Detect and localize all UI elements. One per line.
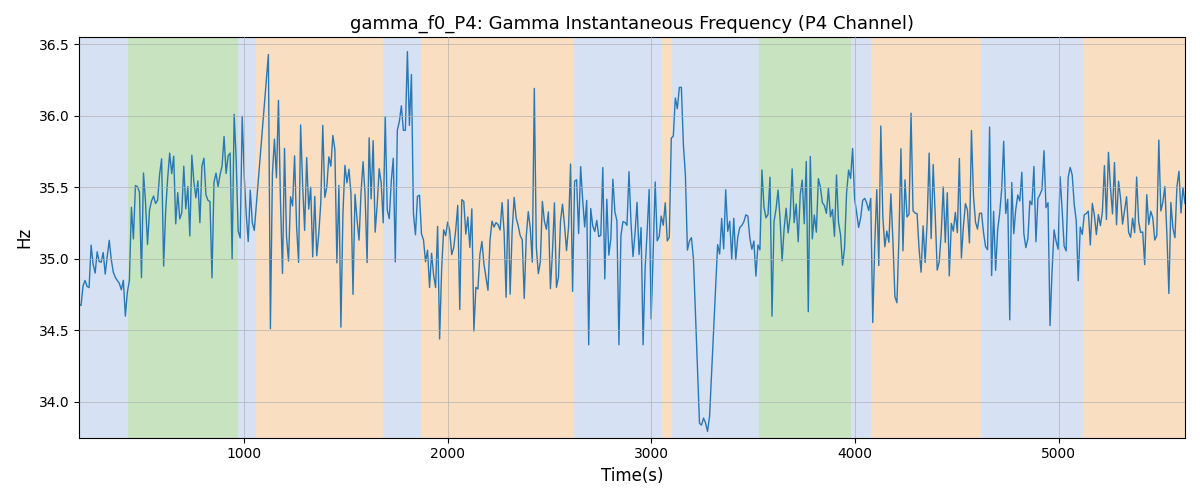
Bar	[421, 38, 574, 438]
Bar	[79, 38, 128, 438]
Bar	[871, 38, 982, 438]
Bar	[727, 38, 760, 438]
X-axis label: Time(s): Time(s)	[601, 467, 664, 485]
Bar	[760, 38, 851, 438]
Bar	[1084, 38, 1184, 438]
Bar	[238, 38, 257, 438]
Bar	[672, 38, 727, 438]
Bar	[128, 38, 238, 438]
Bar	[661, 38, 672, 438]
Bar	[574, 38, 661, 438]
Bar	[257, 38, 383, 438]
Bar	[982, 38, 1084, 438]
Title: gamma_f0_P4: Gamma Instantaneous Frequency (P4 Channel): gamma_f0_P4: Gamma Instantaneous Frequen…	[350, 15, 914, 34]
Y-axis label: Hz: Hz	[14, 227, 32, 248]
Bar	[383, 38, 421, 438]
Bar	[851, 38, 871, 438]
